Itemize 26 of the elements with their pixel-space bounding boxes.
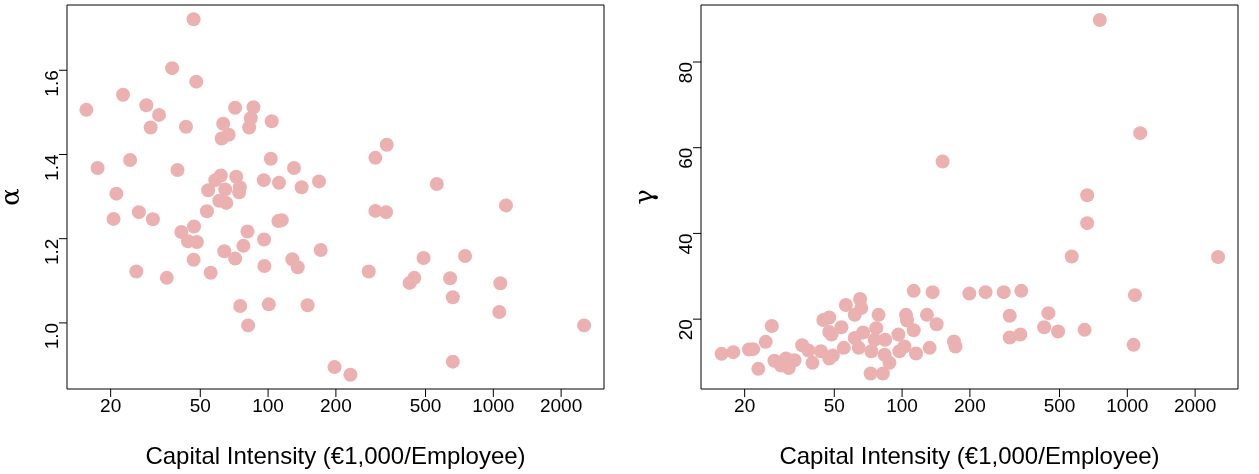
x-tick-label: 50 [823, 395, 845, 417]
x-tick-label: 100 [886, 395, 918, 417]
y-tick-label: 1.4 [40, 154, 62, 181]
y-tick-label: 1.6 [40, 70, 62, 97]
x-tick-label: 50 [189, 395, 211, 417]
x-tick-label: 1000 [472, 395, 515, 417]
y-axis-title: α [0, 188, 26, 206]
x-tick-label: 500 [409, 395, 442, 417]
x-tick-label: 200 [320, 395, 352, 417]
x-tick-label: 200 [954, 395, 986, 417]
x-tick-label: 1000 [1106, 395, 1149, 417]
y-tick-label: 80 [674, 62, 696, 84]
x-axis-title: Capital Intensity (€1,000/Employee) [779, 442, 1160, 469]
x-tick-label: 2000 [1173, 395, 1217, 417]
x-tick-label: 100 [252, 395, 284, 417]
y-tick-label: 20 [674, 319, 696, 341]
x-tick-label: 20 [100, 395, 122, 417]
x-axis-title: Capital Intensity (€1,000/Employee) [145, 442, 526, 469]
x-tick-label: 500 [1043, 395, 1076, 417]
y-tick-label: 40 [674, 233, 696, 255]
y-axis-title: γ [629, 189, 660, 205]
y-tick-label: 1.2 [40, 238, 62, 266]
x-tick-label: 2000 [539, 395, 583, 417]
y-tick-label: 1.0 [40, 322, 62, 350]
x-tick-label: 20 [734, 395, 756, 417]
y-tick-label: 60 [674, 147, 696, 169]
